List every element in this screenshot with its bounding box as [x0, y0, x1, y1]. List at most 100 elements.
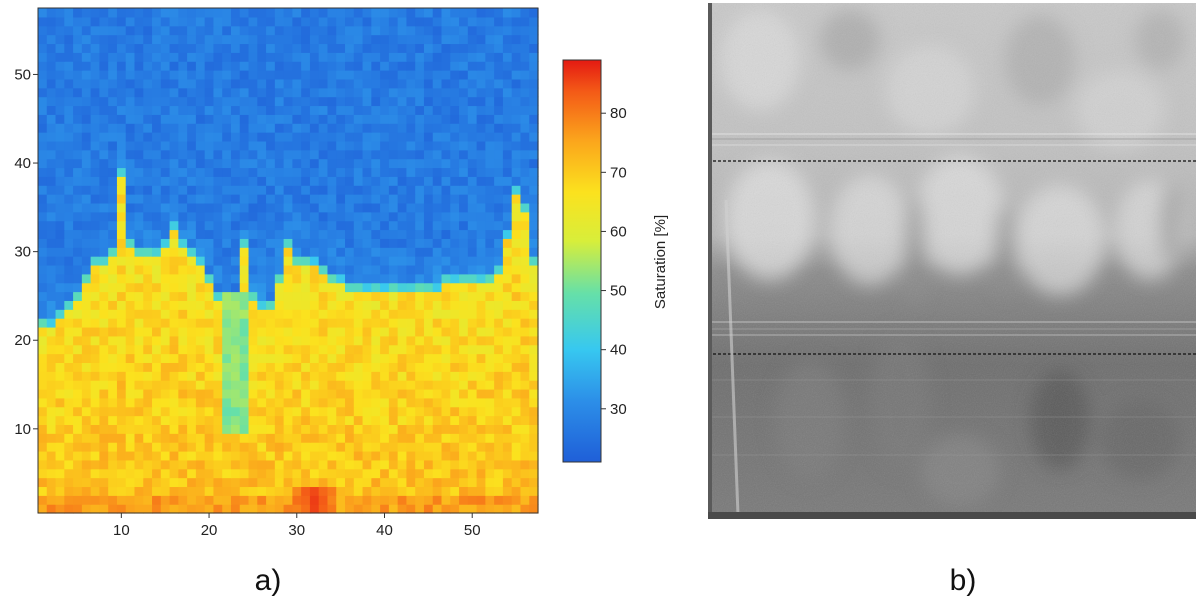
heatmap-cell	[406, 353, 416, 363]
heatmap-cell	[450, 8, 460, 18]
heatmap-cell	[152, 415, 162, 425]
heatmap-cell	[511, 123, 522, 133]
heatmap-cell	[143, 388, 153, 399]
heatmap-cell	[467, 477, 478, 488]
heatmap-cell	[55, 282, 65, 293]
heatmap-cell	[318, 273, 329, 284]
heatmap-cell	[187, 300, 197, 310]
heatmap-cell	[327, 158, 337, 169]
heatmap-cell	[73, 149, 83, 160]
heatmap-cell	[353, 87, 364, 98]
heatmap-cell	[108, 52, 118, 62]
heatmap-cell	[318, 149, 329, 160]
heatmap-cell	[195, 167, 206, 177]
heatmap-cell	[283, 132, 293, 142]
heatmap-cell	[353, 424, 364, 434]
heatmap-cell	[397, 300, 408, 310]
x-tick-label: 50	[464, 522, 481, 539]
heatmap-cell	[152, 43, 162, 53]
heatmap-cell	[415, 282, 425, 293]
heatmap-cell	[520, 256, 530, 266]
heatmap-cell	[73, 238, 83, 248]
heatmap-cell	[248, 176, 258, 186]
heatmap-cell	[116, 78, 127, 89]
heatmap-cell	[459, 477, 469, 488]
heatmap-cell	[301, 87, 311, 98]
heatmap-cell	[64, 34, 74, 45]
heatmap-cell	[380, 176, 390, 186]
heatmap-cell	[266, 61, 276, 71]
heatmap-cell	[116, 300, 127, 310]
heatmap-cell	[292, 34, 302, 45]
heatmap-cell	[266, 291, 276, 301]
heatmap-cell	[283, 504, 293, 514]
heatmap-cell	[476, 114, 486, 124]
heatmap-cell	[195, 291, 206, 301]
heatmap-cell	[73, 344, 83, 355]
heatmap-cell	[388, 43, 399, 53]
heatmap-cell	[195, 397, 206, 408]
heatmap-cell	[415, 433, 425, 443]
heatmap-cell	[143, 362, 153, 372]
heatmap-cell	[511, 78, 522, 89]
heatmap-cell	[90, 220, 100, 231]
heatmap-cell	[152, 211, 162, 222]
heatmap-cell	[266, 238, 276, 248]
heatmap-cell	[239, 326, 250, 337]
heatmap-cell	[423, 52, 434, 62]
heatmap-cell	[64, 291, 74, 301]
heatmap-cell	[143, 43, 153, 53]
heatmap-cell	[494, 300, 504, 310]
heatmap-cell	[125, 105, 136, 115]
heatmap-cell	[362, 433, 372, 443]
heatmap-cell	[239, 388, 250, 399]
heatmap-cell	[283, 34, 293, 45]
heatmap-cell	[55, 442, 65, 452]
heatmap-cell	[73, 335, 83, 346]
heatmap-cell	[134, 273, 144, 284]
heatmap-cell	[108, 291, 118, 301]
heatmap-cell	[64, 247, 74, 257]
heatmap-cell	[441, 8, 451, 18]
heatmap-cell	[502, 70, 513, 80]
heatmap-cell	[309, 158, 320, 169]
heatmap-cell	[204, 132, 215, 142]
heatmap-cell	[502, 132, 513, 142]
heatmap-cell	[502, 238, 513, 248]
heatmap-cell	[152, 388, 162, 399]
heatmap-cell	[345, 397, 355, 408]
heatmap-cell	[99, 132, 109, 142]
heatmap-cell	[292, 486, 302, 496]
heatmap-cell	[266, 264, 276, 275]
heatmap-cell	[380, 486, 390, 496]
heatmap-cell	[371, 167, 381, 177]
heatmap-cell	[301, 468, 311, 479]
heatmap-cell	[90, 238, 100, 248]
heatmap-cell	[459, 70, 469, 80]
heatmap-cell	[178, 504, 188, 514]
heatmap-cell	[169, 415, 179, 425]
heatmap-cell	[169, 16, 179, 27]
heatmap-cell	[485, 459, 495, 470]
heatmap-cell	[266, 114, 276, 124]
heatmap-cell	[380, 211, 390, 222]
heatmap-cell	[90, 52, 100, 62]
heatmap-cell	[345, 388, 355, 399]
heatmap-cell	[125, 256, 136, 266]
heatmap-cell	[476, 468, 486, 479]
heatmap-cell	[467, 495, 478, 505]
heatmap-cell	[90, 362, 100, 372]
heatmap-cell	[345, 273, 355, 284]
heatmap-cell	[248, 211, 258, 222]
heatmap-cell	[64, 25, 74, 36]
heatmap-cell	[274, 424, 285, 434]
heatmap-cell	[116, 123, 127, 133]
heatmap-cell	[371, 256, 381, 266]
heatmap-cell	[511, 397, 522, 408]
heatmap-cell	[441, 25, 451, 36]
heatmap-cell	[160, 353, 171, 363]
heatmap-cell	[108, 123, 118, 133]
heatmap-cell	[327, 194, 337, 204]
heatmap-cell	[274, 105, 285, 115]
heatmap-cell	[187, 273, 197, 284]
